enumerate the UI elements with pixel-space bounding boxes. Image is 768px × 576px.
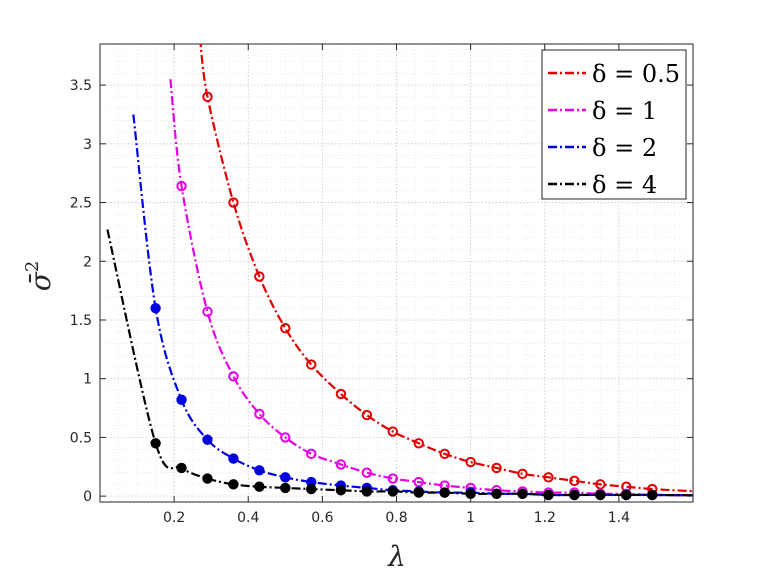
y-axis-label-main: σ̄ bbox=[24, 271, 57, 291]
series-marker bbox=[413, 487, 424, 498]
series-marker bbox=[569, 475, 580, 487]
x-tick-label: 1.2 bbox=[534, 510, 556, 526]
series-marker bbox=[439, 487, 450, 498]
series-marker bbox=[647, 489, 658, 501]
series-marker bbox=[543, 489, 554, 501]
series-marker bbox=[306, 448, 317, 460]
series-marker bbox=[306, 483, 317, 495]
series-marker bbox=[413, 438, 424, 449]
y-tick-label: 1 bbox=[83, 372, 92, 388]
series-marker bbox=[280, 432, 291, 443]
series-marker bbox=[176, 394, 187, 406]
series-marker bbox=[621, 489, 632, 501]
y-axis-label-superscript: 2 bbox=[22, 261, 43, 272]
series-marker bbox=[228, 479, 239, 490]
x-tick-labels: 0.2 0.4 0.6 0.8 1 1.2 1.4 bbox=[163, 510, 630, 526]
legend: δ = 0.5 δ = 1 δ = 2 δ = 4 bbox=[541, 49, 687, 200]
series-marker bbox=[335, 459, 347, 470]
series-marker bbox=[228, 453, 239, 464]
series-marker bbox=[280, 482, 291, 494]
x-axis-label: λ bbox=[387, 540, 406, 573]
series-marker bbox=[202, 434, 213, 445]
series-marker bbox=[306, 359, 317, 370]
series-marker bbox=[176, 462, 187, 474]
series-marker bbox=[335, 485, 347, 496]
y-tick-label: 0.5 bbox=[70, 430, 92, 446]
series-marker bbox=[387, 426, 398, 437]
series-marker bbox=[202, 473, 213, 484]
series-marker bbox=[517, 468, 528, 480]
y-axis-label-group: σ̄2 bbox=[22, 261, 57, 292]
series-marker bbox=[254, 465, 265, 476]
y-tick-label: 0 bbox=[83, 489, 92, 505]
series-marker bbox=[202, 91, 213, 103]
series-4 bbox=[106, 229, 693, 501]
series-marker bbox=[150, 438, 161, 449]
series-marker bbox=[254, 271, 265, 282]
legend-label: δ = 1 bbox=[592, 97, 657, 125]
series-marker bbox=[491, 462, 502, 474]
series-marker bbox=[254, 408, 265, 420]
series-marker bbox=[280, 322, 291, 334]
y-tick-label: 3 bbox=[83, 137, 92, 153]
series-marker bbox=[595, 489, 606, 501]
legend-box bbox=[541, 49, 687, 200]
x-tick-label: 0.6 bbox=[311, 510, 333, 526]
y-axis-label: σ̄2 bbox=[22, 261, 57, 292]
series-marker bbox=[150, 303, 161, 314]
series-line bbox=[169, 79, 693, 497]
series-marker bbox=[569, 489, 580, 501]
series-marker bbox=[280, 472, 291, 483]
series-marker bbox=[387, 486, 398, 497]
series-marker bbox=[361, 486, 373, 497]
legend-label: δ = 4 bbox=[592, 171, 657, 199]
y-tick-label: 2 bbox=[83, 254, 92, 270]
series-marker bbox=[176, 180, 187, 192]
y-tick-label: 1.5 bbox=[70, 313, 92, 329]
x-tick-label: 0.4 bbox=[237, 510, 259, 526]
series-marker bbox=[228, 197, 239, 208]
y-tick-label: 2.5 bbox=[70, 196, 92, 212]
series-marker bbox=[439, 448, 450, 460]
legend-label: δ = 2 bbox=[592, 134, 657, 162]
y-tick-labels: 0 0.5 1 1.5 2 2.5 3 3.5 bbox=[70, 78, 92, 505]
series-marker bbox=[543, 472, 554, 483]
legend-label: δ = 0.5 bbox=[592, 60, 680, 88]
y-tick-label: 3.5 bbox=[70, 78, 92, 94]
series-marker bbox=[387, 473, 398, 484]
series-marker bbox=[517, 488, 528, 499]
series-layer bbox=[106, 44, 693, 501]
series-marker bbox=[465, 456, 476, 468]
series-marker bbox=[254, 481, 265, 492]
x-tick-label: 0.2 bbox=[163, 510, 185, 526]
tick-marks bbox=[100, 44, 693, 502]
x-tick-label: 1 bbox=[466, 510, 475, 526]
series-marker bbox=[202, 306, 213, 317]
minor-grid bbox=[100, 44, 693, 502]
x-tick-label: 1.4 bbox=[608, 510, 630, 526]
series-marker bbox=[335, 388, 347, 400]
series-marker bbox=[465, 488, 476, 499]
series-marker bbox=[228, 371, 239, 382]
series-marker bbox=[361, 467, 373, 478]
series-marker bbox=[361, 409, 373, 421]
series-marker bbox=[491, 488, 502, 499]
series-line bbox=[106, 229, 693, 497]
x-tick-label: 0.8 bbox=[385, 510, 407, 526]
